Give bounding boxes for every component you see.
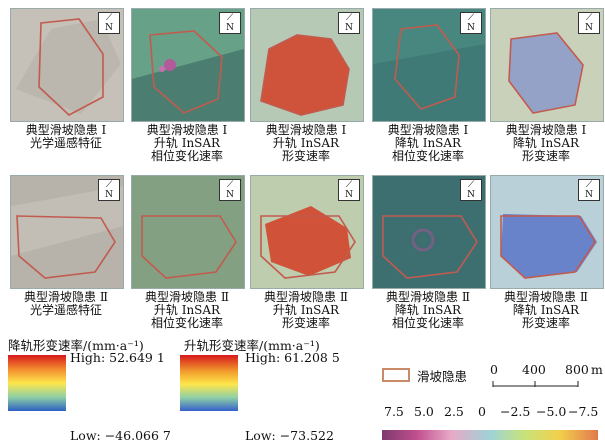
panel-r2-optical: ⟋ N: [10, 175, 124, 289]
panel-r1-desc-phase: ⟋ N: [372, 8, 486, 122]
panel-r1-asc-phase: ⟋ N: [131, 8, 245, 122]
panel-r1-optical: ⟋ N: [10, 8, 124, 122]
north-arrow-icon: ⟋ N: [338, 12, 360, 34]
landslide-outline-label: 滑坡隐患: [417, 369, 468, 384]
panel-r1-asc-def: ⟋ N: [250, 8, 364, 122]
scale-unit: m: [591, 362, 603, 377]
legend-desc-low: Low: −46.066 7: [70, 428, 171, 443]
caption-r1-5: 典型滑坡隐患 I 降轨 InSAR 形变速率: [505, 123, 587, 163]
scale-label-800: 800: [565, 362, 589, 377]
desc-def-image: [491, 176, 603, 288]
scale-bar-icon: [492, 381, 579, 387]
phase-tick-6: −7.5: [568, 404, 599, 419]
panel-r1-desc-def: ⟋ N: [490, 8, 604, 122]
panel-r2-asc-def: ⟋ N: [250, 175, 364, 289]
caption-r2-2: 典型滑坡隐患 Ⅱ 升轨 InSAR 相位变化速率: [145, 290, 229, 330]
caption-r1-3: 典型滑坡隐患 I 升轨 InSAR 形变速率: [265, 123, 347, 163]
phase-tick-1: 5.0: [414, 404, 434, 419]
panel-r2-desc-phase: ⟋ N: [372, 175, 486, 289]
caption-r1-1: 典型滑坡隐患 I 光学遥感特征: [25, 123, 107, 150]
legend-desc-high: High: 52.649 1: [70, 350, 165, 365]
legend-desc-ramp: [8, 355, 66, 411]
phase-tick-5: −5.0: [536, 404, 567, 419]
legend-asc-title: 升轨形变速率/(mm·a⁻¹): [184, 338, 320, 353]
north-arrow-icon: ⟋ N: [460, 179, 482, 201]
legend-asc-ramp: [180, 355, 238, 411]
north-arrow-icon: ⟋ N: [338, 179, 360, 201]
desc-phase-image: [373, 9, 485, 121]
north-arrow-icon: ⟋ N: [98, 12, 120, 34]
phase-tick-2: 2.5: [444, 404, 464, 419]
legend-desc-title: 降轨形变速率/(mm·a⁻¹): [8, 338, 144, 353]
landslide-outline-swatch: [382, 368, 410, 382]
phase-tick-4: −2.5: [500, 404, 531, 419]
caption-r2-4: 典型滑坡隐患 Ⅱ 降轨 InSAR 相位变化速率: [386, 290, 470, 330]
north-arrow-icon: ⟋ N: [578, 179, 600, 201]
scale-label-0: 0: [490, 362, 498, 377]
phase-tick-0: 7.5: [384, 404, 404, 419]
caption-r2-5: 典型滑坡隐患 Ⅱ 降轨 InSAR 形变速率: [504, 290, 588, 330]
panel-r2-asc-phase: ⟋ N: [131, 175, 245, 289]
scale-label-400: 400: [522, 362, 546, 377]
asc-phase-image: [132, 176, 244, 288]
caption-r1-2: 典型滑坡隐患 I 升轨 InSAR 相位变化速率: [146, 123, 228, 163]
legend-asc-high: High: 61.208 5: [245, 350, 340, 365]
panel-r2-desc-def: ⟋ N: [490, 175, 604, 289]
north-arrow-icon: ⟋ N: [219, 12, 241, 34]
north-arrow-icon: ⟋ N: [98, 179, 120, 201]
caption-r2-3: 典型滑坡隐患 Ⅱ 升轨 InSAR 形变速率: [264, 290, 348, 330]
north-arrow-icon: ⟋ N: [460, 12, 482, 34]
phase-tick-3: 0: [478, 404, 486, 419]
legend-asc-low: Low: −73.522: [245, 428, 334, 443]
north-arrow-icon: ⟋ N: [578, 12, 600, 34]
asc-def-image: [251, 9, 363, 121]
asc-phase-image: [132, 9, 244, 121]
phase-color-ramp: [382, 430, 598, 440]
caption-r1-4: 典型滑坡隐患 I 降轨 InSAR 相位变化速率: [387, 123, 469, 163]
caption-r2-1: 典型滑坡隐患 Ⅱ 光学遥感特征: [24, 290, 108, 317]
north-arrow-icon: ⟋ N: [219, 179, 241, 201]
